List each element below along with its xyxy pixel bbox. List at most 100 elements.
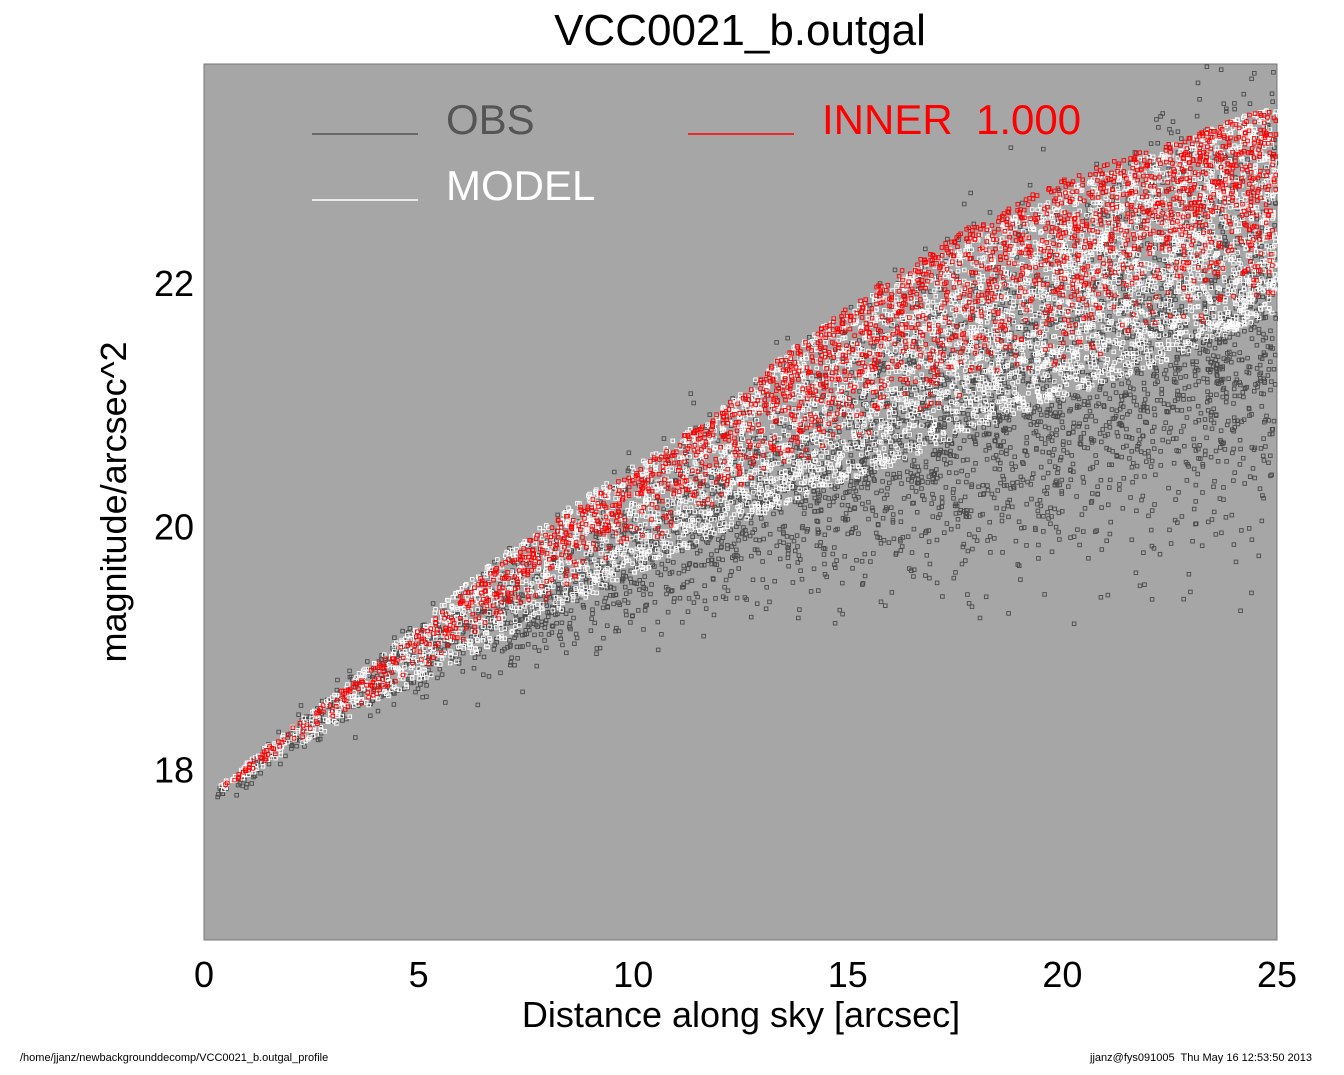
obs-point — [508, 662, 513, 668]
obs-point — [1054, 427, 1059, 433]
obs-point — [1193, 521, 1199, 526]
obs-point — [1224, 390, 1229, 395]
obs-point — [787, 425, 793, 430]
obs-point — [944, 521, 950, 526]
obs-point — [1254, 342, 1260, 348]
obs-point — [1154, 398, 1160, 403]
obs-point — [831, 499, 836, 505]
obs-point — [1267, 243, 1272, 249]
obs-point — [437, 666, 443, 672]
obs-point — [1111, 327, 1116, 333]
obs-point — [734, 524, 739, 529]
obs-point — [1177, 366, 1183, 371]
obs-point — [1204, 64, 1210, 69]
obs-point — [709, 475, 714, 480]
obs-point — [1042, 441, 1048, 446]
obs-point — [571, 615, 576, 621]
obs-point — [1099, 505, 1104, 510]
obs-point — [1218, 445, 1223, 450]
obs-point — [1105, 592, 1111, 598]
obs-point — [1197, 443, 1202, 448]
obs-point — [1085, 202, 1090, 208]
obs-point — [418, 682, 423, 687]
obs-point — [688, 391, 694, 396]
obs-point — [930, 477, 936, 482]
obs-point — [972, 425, 977, 431]
obs-point — [1170, 405, 1175, 410]
obs-point — [1002, 380, 1007, 386]
obs-point — [1057, 410, 1063, 415]
obs-point — [507, 638, 512, 643]
obs-point — [1214, 290, 1220, 295]
obs-point — [1214, 392, 1219, 397]
obs-point — [1142, 300, 1147, 305]
obs-point — [1262, 352, 1267, 358]
obs-point — [1129, 537, 1135, 543]
obs-point — [879, 488, 884, 494]
obs-point — [999, 450, 1004, 455]
obs-point — [939, 495, 945, 500]
obs-point — [927, 561, 933, 567]
obs-point — [873, 513, 879, 518]
obs-point — [1117, 482, 1122, 487]
obs-point — [1087, 395, 1093, 401]
obs-point — [335, 677, 340, 683]
obs-point — [1267, 431, 1273, 437]
obs-point — [828, 429, 833, 434]
obs-point — [1070, 429, 1076, 435]
obs-point — [1173, 371, 1178, 377]
obs-point — [1127, 456, 1132, 461]
obs-point — [864, 406, 870, 412]
obs-point — [818, 350, 823, 355]
obs-point — [957, 445, 963, 451]
obs-point — [987, 534, 993, 539]
obs-point — [1152, 502, 1157, 507]
obs-point — [796, 615, 801, 621]
obs-point — [664, 591, 669, 597]
obs-point — [680, 620, 685, 625]
obs-point — [725, 588, 731, 593]
obs-point — [848, 452, 854, 458]
obs-point — [1163, 420, 1168, 425]
obs-point — [832, 562, 837, 568]
obs-point — [1069, 317, 1074, 323]
obs-point — [1056, 529, 1061, 535]
obs-point — [943, 485, 949, 490]
obs-point — [729, 569, 734, 574]
obs-point — [435, 675, 440, 681]
obs-point — [992, 438, 997, 443]
obs-point — [512, 591, 518, 596]
obs-point — [733, 557, 738, 563]
obs-point — [1248, 327, 1254, 332]
obs-point — [1134, 447, 1140, 452]
obs-point — [1174, 448, 1179, 453]
obs-point — [848, 304, 854, 310]
obs-point — [1004, 430, 1009, 436]
obs-point — [748, 520, 754, 526]
obs-point — [1264, 413, 1269, 419]
obs-point — [1237, 437, 1243, 443]
obs-point — [1223, 515, 1229, 520]
obs-point — [1023, 229, 1029, 234]
chart-title: VCC0021_b.outgal — [554, 6, 926, 55]
obs-point — [987, 445, 992, 451]
obs-point — [1158, 449, 1163, 454]
obs-point — [1059, 419, 1065, 425]
obs-point — [1004, 483, 1010, 488]
obs-point — [1129, 449, 1135, 454]
obs-point — [923, 246, 928, 252]
obs-point — [774, 340, 779, 345]
obs-point — [1190, 361, 1196, 367]
obs-point — [1174, 407, 1180, 413]
obs-point — [1205, 356, 1211, 362]
obs-point — [848, 478, 854, 484]
obs-point — [911, 473, 916, 479]
obs-point — [972, 439, 978, 444]
obs-point — [1261, 495, 1266, 501]
obs-point — [1142, 386, 1147, 392]
obs-point — [347, 668, 352, 674]
obs-point — [690, 534, 695, 540]
obs-point — [749, 464, 755, 469]
obs-point — [1180, 169, 1186, 175]
